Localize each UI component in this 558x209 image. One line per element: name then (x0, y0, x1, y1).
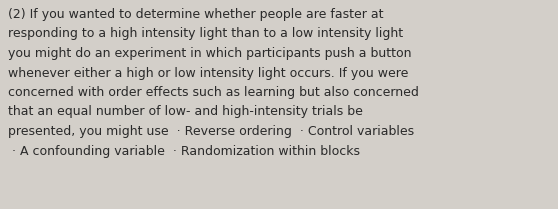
Text: presented, you might use  · Reverse ordering  · Control variables: presented, you might use · Reverse order… (8, 125, 414, 138)
Text: (2) If you wanted to determine whether people are faster at: (2) If you wanted to determine whether p… (8, 8, 383, 21)
Text: concerned with order effects such as learning but also concerned: concerned with order effects such as lea… (8, 86, 419, 99)
Text: you might do an experiment in which participants push a button: you might do an experiment in which part… (8, 47, 411, 60)
Text: · A confounding variable  · Randomization within blocks: · A confounding variable · Randomization… (8, 144, 360, 158)
Text: that an equal number of low- and high-intensity trials be: that an equal number of low- and high-in… (8, 106, 363, 119)
Text: responding to a high intensity light than to a low intensity light: responding to a high intensity light tha… (8, 28, 403, 41)
Text: whenever either a high or low intensity light occurs. If you were: whenever either a high or low intensity … (8, 66, 408, 79)
